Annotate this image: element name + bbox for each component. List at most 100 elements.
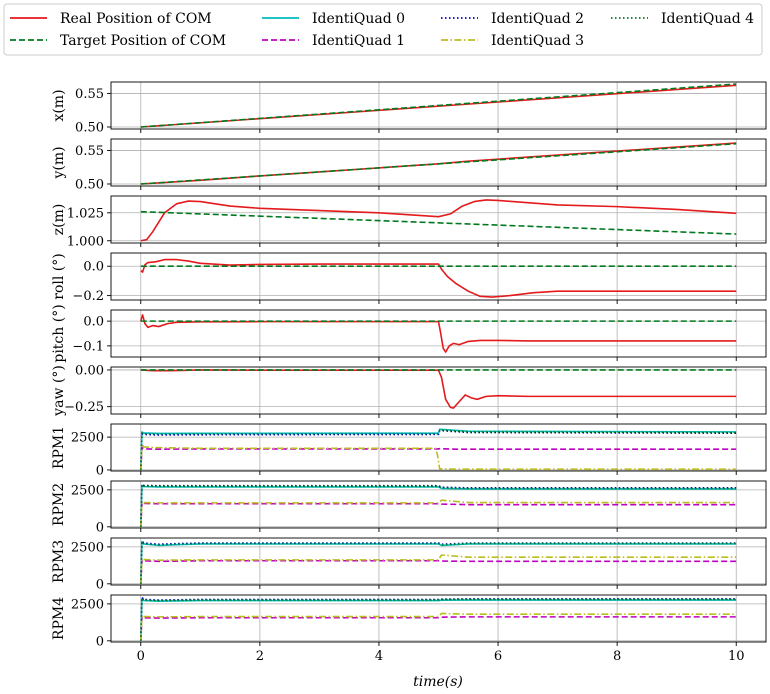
y-tick-label: 2500: [71, 483, 104, 498]
subplot-9: 0 2500 RPM3: [51, 537, 767, 592]
series-line: [139, 483, 737, 527]
y-tick-label: 0: [96, 634, 104, 649]
y-tick-label: 2500: [71, 431, 104, 446]
series-line: [139, 429, 737, 470]
y-tick-label: 2500: [71, 540, 104, 555]
y-axis-label: y(m): [51, 146, 67, 179]
series-group: [139, 540, 737, 584]
series-line: [139, 484, 737, 527]
x-tick-label: 0: [137, 649, 145, 664]
axes-frame: [110, 423, 767, 472]
y-axis-label: RPM1: [51, 426, 67, 469]
y-tick-label: −0.2: [72, 289, 104, 304]
series-line: [140, 142, 737, 185]
axes-frame: [110, 195, 767, 244]
series-line: [140, 210, 737, 235]
y-axis-label: z(m): [51, 204, 67, 236]
y-tick-label: 0: [96, 463, 104, 478]
subplot-1: 0.50 0.55 x(m): [51, 81, 767, 135]
series-group: [140, 258, 737, 298]
y-axis-label: x(m): [51, 89, 67, 121]
series-line: [139, 559, 737, 584]
y-axis-label: RPM3: [51, 540, 67, 583]
series-line: [140, 314, 737, 353]
series-group: [140, 199, 737, 242]
series-line: [139, 540, 737, 584]
series-line: [139, 540, 737, 584]
y-tick-label: −0.1: [72, 339, 104, 354]
series-line: [139, 501, 737, 527]
series-group: [140, 142, 737, 185]
legend-label: IdentiQuad 0: [312, 11, 405, 27]
y-axis-label: RPM2: [51, 483, 67, 526]
series-group: [140, 83, 737, 128]
series-group: [140, 314, 737, 353]
y-tick-label: 1.025: [67, 206, 104, 221]
subplot-5: 0.0 −0.1 pitch (°): [51, 304, 767, 363]
x-tick-label: 4: [375, 649, 383, 664]
series-line: [139, 597, 737, 641]
series-group: [139, 428, 737, 470]
axes-frame: [110, 81, 767, 130]
legend: Real Position of COM Target Position of C…: [3, 3, 763, 56]
axes-frame: [110, 309, 767, 358]
y-tick-label: 0.0: [83, 315, 104, 330]
y-tick-label: −0.25: [64, 400, 104, 415]
legend-label: IdentiQuad 3: [491, 33, 584, 49]
legend-label: Real Position of COM: [60, 11, 212, 27]
x-axis-label: time(s): [413, 674, 463, 690]
subplot-10: 0 2500 RPM4 0 2 4 6 8 10: [51, 594, 767, 664]
y-tick-label: 0.00: [75, 363, 104, 378]
y-axis-label: roll (°): [51, 253, 67, 299]
legend-label: Target Position of COM: [60, 33, 226, 49]
legend-label: IdentiQuad 4: [661, 11, 754, 27]
axes-frame: [110, 594, 767, 643]
legend-label: IdentiQuad 1: [312, 33, 405, 49]
subplot-2: 0.50 0.55 y(m): [51, 138, 767, 192]
series-line: [140, 83, 737, 128]
series-line: [139, 446, 737, 470]
x-tick-label: 2: [256, 649, 264, 664]
subplot-7: 0 2500 RPM1: [51, 423, 767, 478]
axes-frame: [110, 138, 767, 187]
series-line: [139, 484, 737, 527]
axes-frame: [110, 252, 767, 301]
axes-frame: [110, 537, 767, 586]
subplot-8: 0 2500 RPM2: [51, 480, 767, 535]
series-line: [140, 369, 737, 409]
y-tick-label: 2500: [71, 597, 104, 612]
series-group: [139, 483, 737, 527]
y-tick-label: 0: [96, 520, 104, 535]
axes-frame: [110, 480, 767, 529]
series-line: [139, 597, 737, 641]
series-group: [139, 596, 737, 641]
y-tick-label: 0.50: [75, 177, 104, 192]
series-line: [139, 429, 737, 470]
series-line: [139, 499, 737, 527]
y-axis-label: pitch (°): [51, 304, 67, 362]
y-tick-label: 0: [96, 577, 104, 592]
series-group: [140, 369, 737, 409]
series-line: [140, 258, 737, 298]
axes-frame: [110, 366, 767, 415]
y-tick-label: 0.50: [75, 120, 104, 135]
x-tick-label: 10: [728, 649, 745, 664]
y-tick-label: 0.55: [75, 144, 104, 159]
y-axis-label: RPM4: [51, 597, 67, 640]
series-line: [139, 616, 737, 641]
x-tick-label: 8: [613, 649, 621, 664]
y-tick-label: 1.000: [67, 234, 104, 249]
subplot-4: 0.0 −0.2 roll (°): [51, 252, 767, 304]
legend-label: IdentiQuad 2: [491, 11, 584, 27]
legend-frame: [3, 3, 763, 56]
series-line: [139, 540, 737, 584]
series-line: [139, 443, 737, 470]
y-tick-label: 0.0: [83, 260, 104, 275]
series-line: [139, 596, 737, 641]
series-line: [140, 199, 737, 242]
y-tick-label: 0.55: [75, 87, 104, 102]
